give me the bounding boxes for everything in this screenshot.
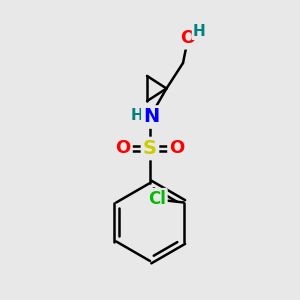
- Text: S: S: [143, 139, 157, 158]
- Text: N: N: [143, 107, 160, 127]
- Text: Cl: Cl: [148, 190, 166, 208]
- Text: H: H: [131, 108, 144, 123]
- Text: O: O: [169, 140, 184, 158]
- Text: O: O: [180, 29, 195, 47]
- Text: H: H: [193, 24, 205, 39]
- Text: O: O: [116, 140, 130, 158]
